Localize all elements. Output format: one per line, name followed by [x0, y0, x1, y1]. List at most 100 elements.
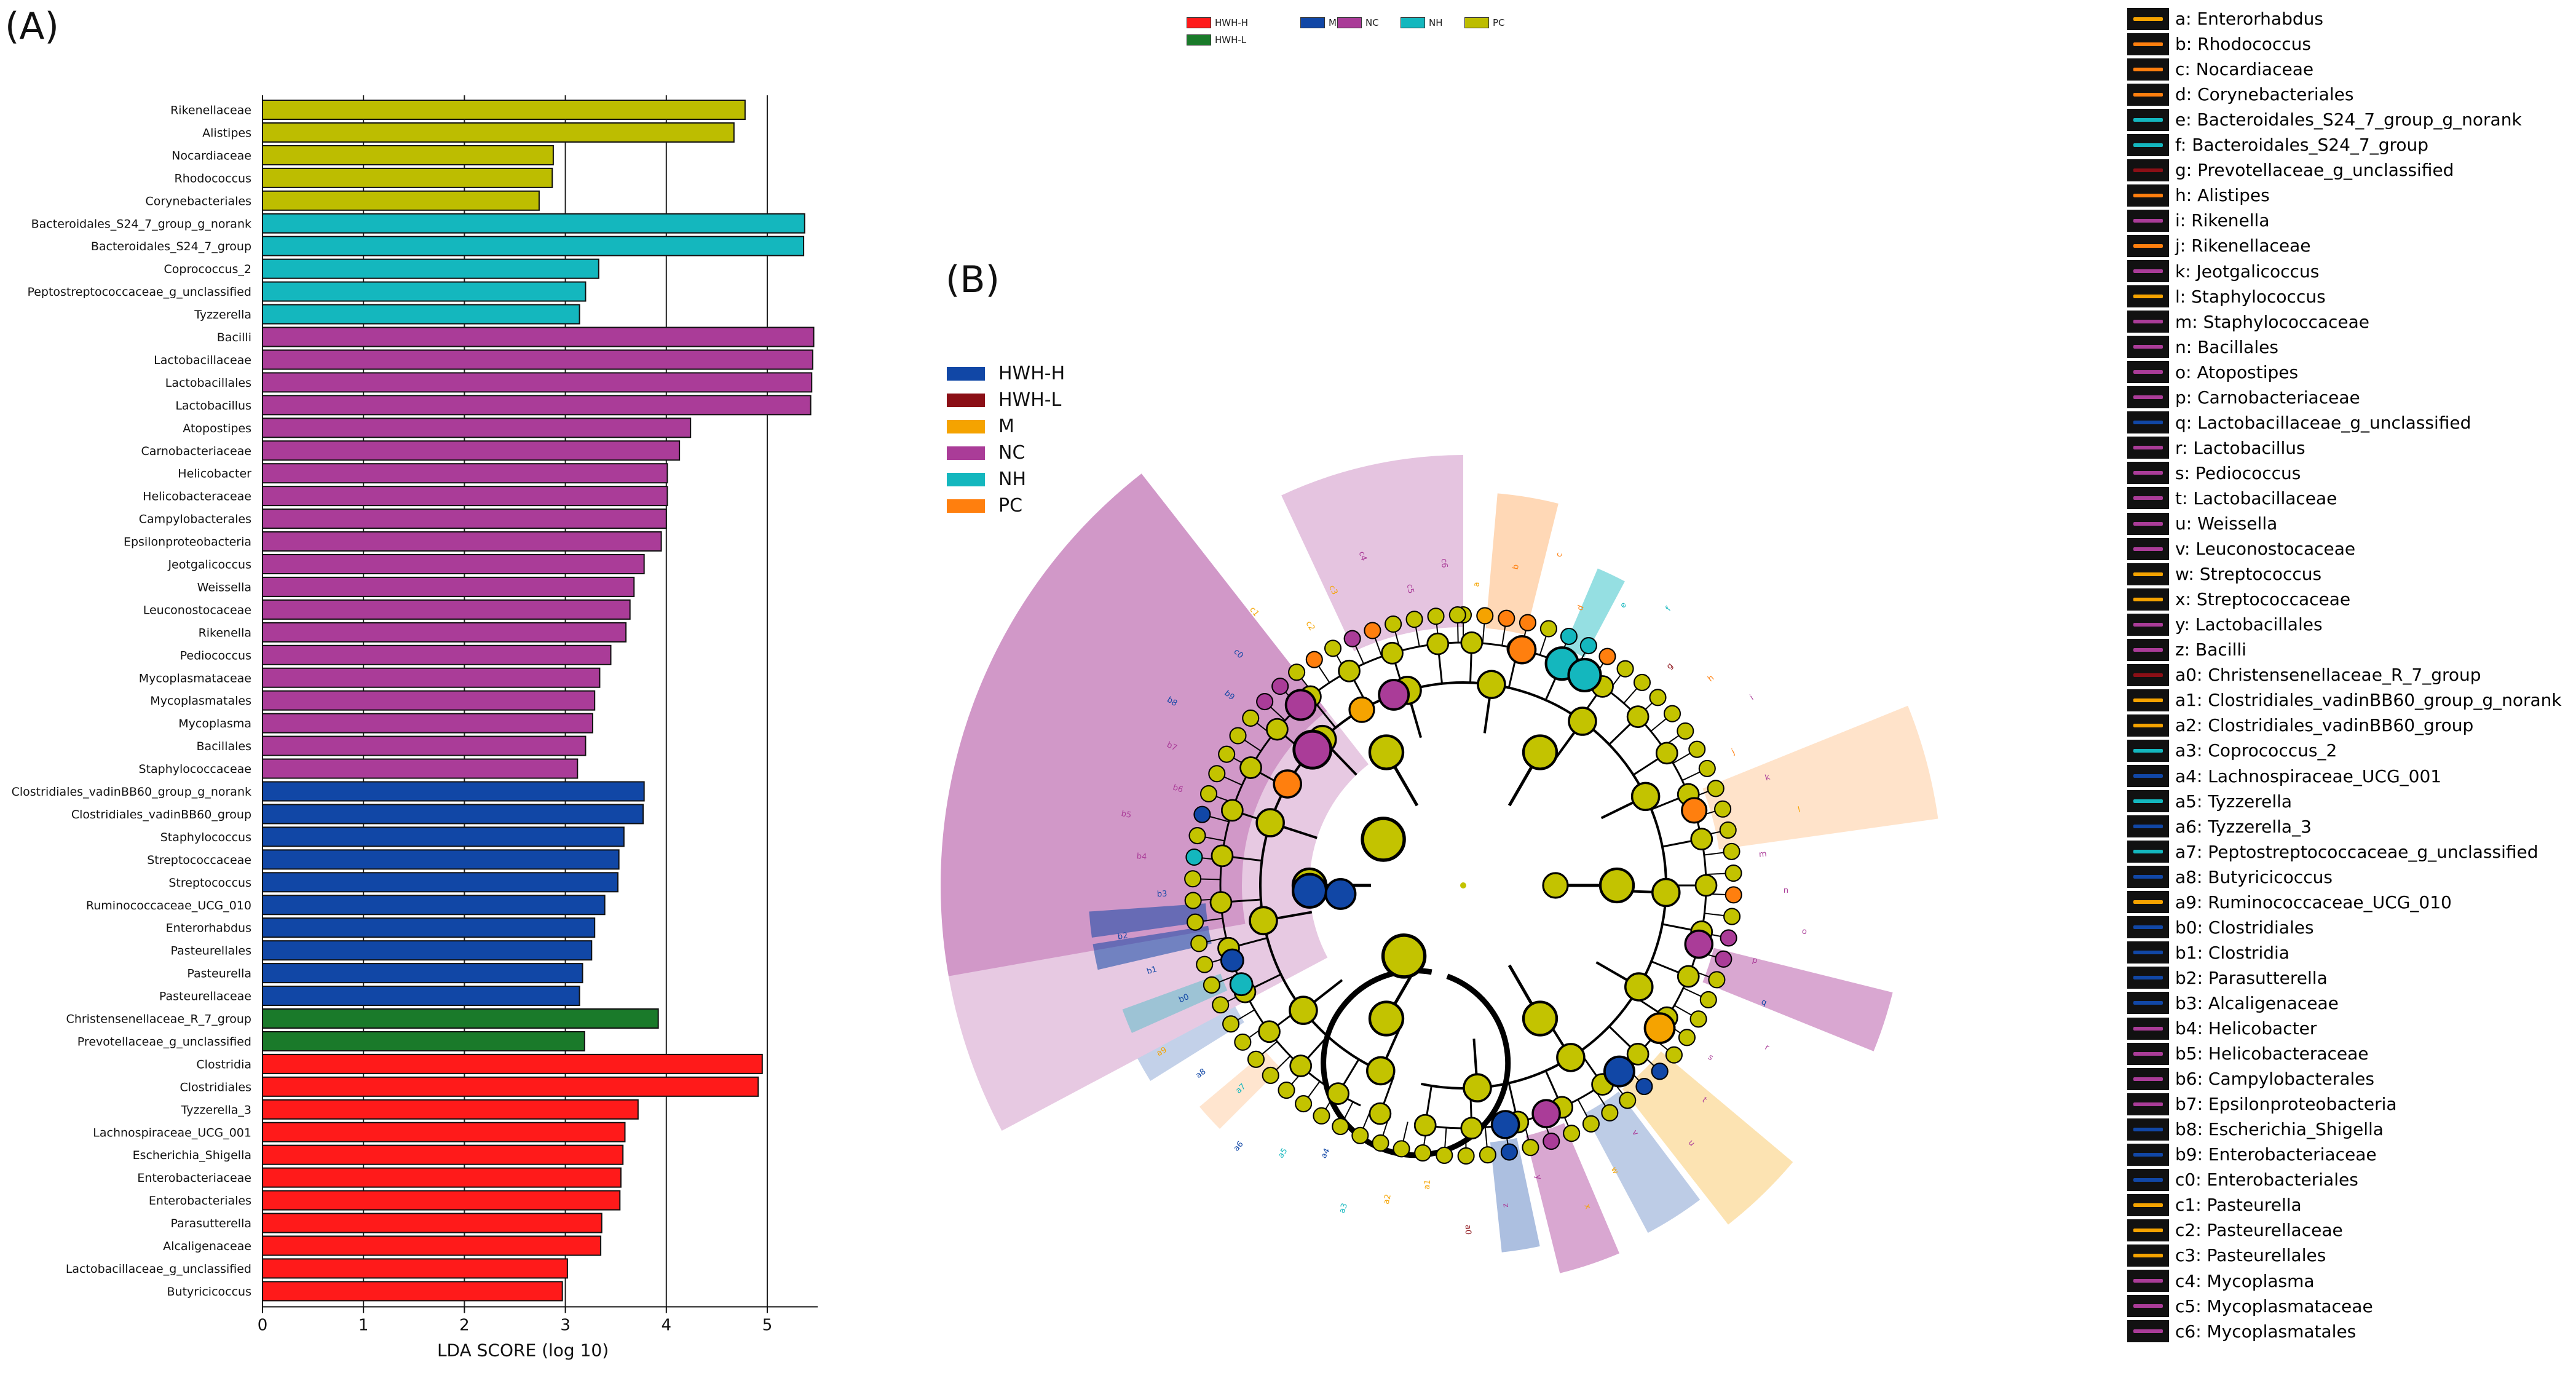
tree-node: [1677, 965, 1700, 988]
top-legend-item: HWH-H: [1187, 17, 1248, 28]
taxa-key-item: b3: Alcaligenaceae: [2127, 991, 2339, 1016]
bar-label: Enterobacteriales: [149, 1194, 251, 1208]
tree-node: [1463, 1073, 1492, 1102]
bar: [262, 508, 667, 529]
clade-shade-helicobacter: [1281, 455, 1463, 652]
bar: [262, 917, 596, 938]
taxa-key-label: x: Streptococcaceae: [2175, 589, 2351, 610]
tree-node: [1218, 745, 1236, 763]
taxa-key-swatch: [2127, 967, 2169, 989]
clade-label: b1: [1146, 965, 1158, 976]
taxa-key-item: g: Prevotellaceae_g_unclassified: [2127, 157, 2454, 183]
bar: [262, 1008, 659, 1029]
tree-node: [1542, 872, 1569, 899]
bar-label: Atopostipes: [183, 422, 251, 435]
taxa-key-swatch: [2127, 386, 2169, 409]
clade-label: a: [1472, 582, 1481, 587]
bar: [262, 554, 645, 574]
bar-label: Nocardiaceae: [172, 149, 251, 162]
clade-shade-a4: [1137, 1007, 1244, 1081]
bar: [262, 100, 746, 120]
tree-node: [1351, 1126, 1369, 1144]
tree-node: [1364, 622, 1381, 639]
clade-shade-alcaligenaceae: [1490, 1138, 1540, 1252]
bar: [262, 781, 645, 802]
tree-node: [1256, 693, 1274, 711]
taxa-key-label: d: Corynebacteriales: [2175, 84, 2354, 105]
taxa-key-item: a1: Clostridiales_vadinBB60_group_g_nora…: [2127, 687, 2562, 713]
legend-swatch: [947, 446, 985, 460]
clade-label: b3: [1157, 890, 1167, 900]
taxa-key-label: c3: Pasteurellales: [2175, 1245, 2326, 1266]
taxa-key-label: c4: Mycoplasma: [2175, 1270, 2315, 1291]
clade-label: s: [1706, 1053, 1715, 1062]
clade-shade-campylobacterales: [1525, 1123, 1619, 1273]
x-tick-label: 5: [762, 1316, 773, 1334]
tree-node: [1262, 1066, 1279, 1084]
taxa-key-item: u: Weissella: [2127, 511, 2277, 536]
taxa-key-swatch: [2127, 260, 2169, 282]
taxa-key-swatch: [2127, 689, 2169, 711]
tree-node: [1324, 639, 1342, 657]
bar-label: Pasteurellales: [171, 944, 251, 958]
clade-shade-corynebacteriales: [1485, 493, 1559, 635]
top-legend-item: NH: [1401, 17, 1443, 28]
clade-label: e: [1618, 601, 1629, 609]
tree-node: [1229, 972, 1254, 997]
tree-node: [1723, 842, 1740, 860]
taxa-key-label: q: Lactobacillaceae_g_unclassified: [2175, 412, 2471, 433]
tree-node: [1725, 886, 1742, 904]
tree-node: [1539, 620, 1557, 638]
cladogram-legend-item: HWH-H: [947, 363, 1065, 384]
clade-label: a1: [1423, 1179, 1433, 1190]
clade-label: a8: [1195, 1067, 1208, 1080]
bar: [262, 735, 587, 756]
taxa-key-swatch: [2127, 512, 2169, 535]
clade-label: b0: [1177, 992, 1190, 1005]
tree-node: [1247, 1050, 1265, 1068]
bar-label: Parasutterella: [170, 1217, 251, 1230]
clade-label: h: [1706, 673, 1716, 684]
tree-node: [1522, 1000, 1559, 1037]
taxa-key-label: b0: Clostridiales: [2175, 917, 2314, 938]
tree-node: [1368, 734, 1405, 770]
tree-node: [1208, 765, 1226, 783]
taxa-key-swatch: [2127, 866, 2169, 888]
tree-node: [1211, 844, 1234, 868]
taxa-key-swatch: [2127, 790, 2169, 813]
bar: [262, 1144, 624, 1165]
taxa-key-item: t: Lactobacillaceae: [2127, 486, 2337, 511]
clade-label: g: [1665, 661, 1675, 671]
legend-swatch: [947, 393, 985, 407]
taxa-key-swatch: [2127, 437, 2169, 459]
bar: [262, 531, 662, 552]
tree-node: [1598, 867, 1635, 904]
tree-node: [1378, 678, 1410, 711]
x-tick-label: 1: [358, 1316, 369, 1334]
clade-label: c2: [1304, 620, 1317, 633]
bar-label: Bacteroidales_S24_7_group_g_norank: [31, 217, 251, 231]
taxa-key-swatch: [2127, 891, 2169, 914]
tree-node: [1289, 1055, 1313, 1077]
clade-label: a5: [1276, 1147, 1289, 1160]
clade-label: z: [1501, 1203, 1511, 1208]
clade-label: o: [1801, 927, 1808, 936]
tree-node: [1187, 913, 1204, 931]
bar-label: Epsilonproteobacteria: [124, 536, 251, 549]
tree-node: [1426, 632, 1450, 655]
clade-shade-a2: [1092, 925, 1212, 970]
taxa-key-item: z: Bacilli: [2127, 637, 2246, 662]
x-tick-label: 3: [560, 1316, 571, 1334]
tree-node: [1619, 1091, 1637, 1109]
bar: [262, 576, 635, 597]
taxa-key-label: a0: Christensenellaceae_R_7_group: [2175, 665, 2481, 686]
bar-label: Escherichia_Shigella: [133, 1149, 251, 1162]
tree-node: [1278, 1082, 1295, 1099]
legend-label: PC: [1493, 17, 1505, 28]
taxa-key-swatch: [2127, 941, 2169, 964]
clade-label: c: [1554, 552, 1564, 558]
bar-label: Clostridia: [196, 1058, 251, 1071]
taxa-key-label: b3: Alcaligenaceae: [2175, 992, 2339, 1013]
taxa-key-label: c0: Enterobacteriales: [2175, 1169, 2358, 1190]
tree-node: [1522, 1139, 1539, 1157]
